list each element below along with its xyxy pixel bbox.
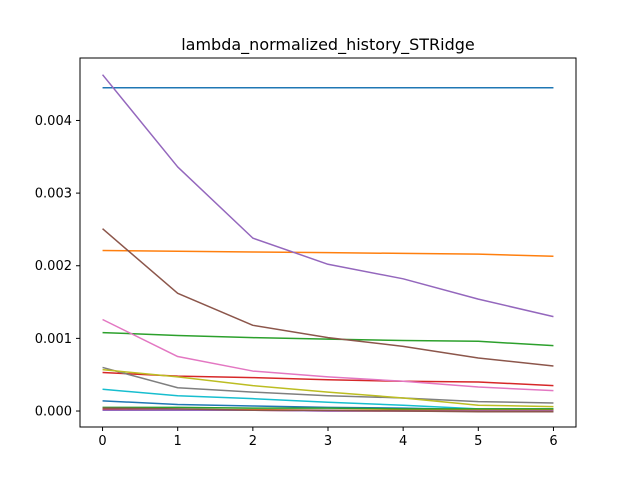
y-tick-label: 0.000	[35, 405, 72, 420]
series-line-16	[102, 407, 554, 413]
x-tick-label: 2	[249, 434, 257, 449]
x-tick-label: 5	[474, 434, 482, 449]
series-line-8	[102, 366, 554, 404]
series-line-7	[102, 318, 554, 392]
series-lines	[101, 74, 554, 413]
series-line-3	[102, 331, 554, 347]
plot-area-frame	[79, 57, 577, 428]
y-tick-label: 0.004	[35, 114, 72, 129]
x-tick-label: 4	[399, 434, 407, 449]
y-tick-label: 0.002	[35, 259, 72, 274]
chart-title: lambda_normalized_history_STRidge	[181, 35, 475, 55]
x-tick-label: 6	[549, 434, 557, 449]
series-line-4	[102, 371, 554, 387]
series-line-2	[102, 249, 554, 258]
x-axis: 0 1 2 3 4 5 6	[98, 427, 558, 449]
y-axis: 0.000 0.001 0.002 0.003 0.004	[35, 114, 80, 420]
series-line-9	[102, 368, 554, 408]
series-line-6	[102, 228, 554, 367]
x-tick-label: 3	[324, 434, 332, 449]
y-tick-label: 0.003	[35, 187, 72, 202]
series-line-13	[102, 406, 554, 410]
x-tick-label: 1	[174, 434, 182, 449]
x-tick-label: 0	[98, 434, 106, 449]
y-tick-label: 0.001	[35, 332, 72, 347]
series-line-5	[101, 74, 554, 318]
